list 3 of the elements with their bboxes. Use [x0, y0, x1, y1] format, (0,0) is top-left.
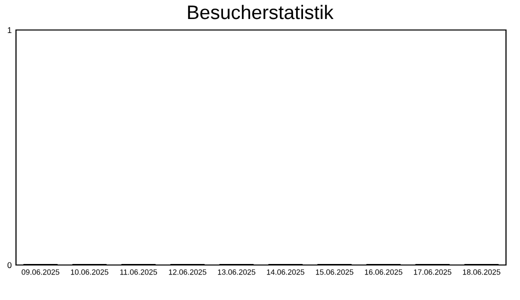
chart-title: Besucherstatistik — [188, 4, 334, 20]
y-tick-label: 0 — [8, 262, 12, 268]
y-tick-label: 1 — [8, 27, 12, 34]
